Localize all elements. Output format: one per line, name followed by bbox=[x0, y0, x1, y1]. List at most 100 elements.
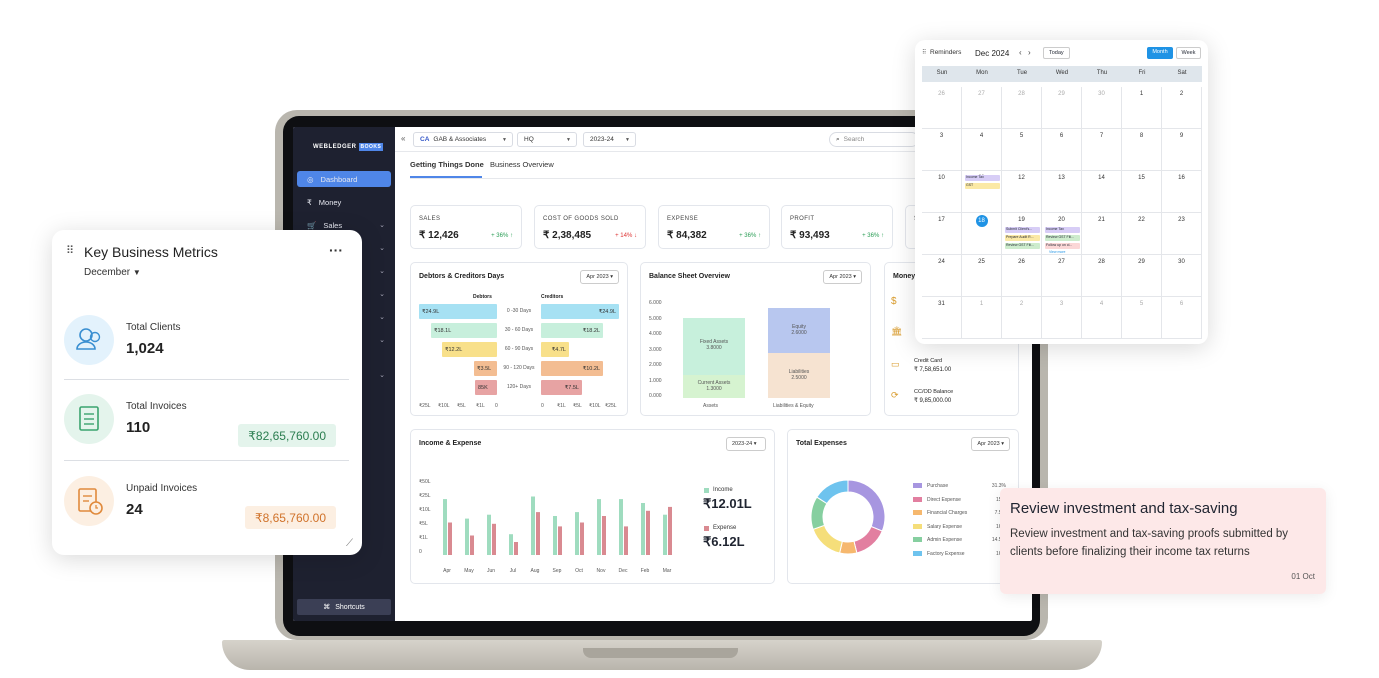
period-select[interactable]: Apr 2023 ▾ bbox=[580, 270, 619, 284]
reminder-card[interactable]: Review investment and tax-saving Review … bbox=[1000, 488, 1326, 594]
calendar-day[interactable]: 2 bbox=[1162, 87, 1202, 129]
calendar-day[interactable]: 25 bbox=[962, 255, 1002, 297]
calendar-day[interactable]: 5 bbox=[1122, 297, 1162, 339]
kpi-card-cogs[interactable]: COST OF GOODS SOLD ₹ 2,38,485 + 14% ↓ bbox=[534, 205, 646, 249]
calendar-day[interactable]: 4 bbox=[962, 129, 1002, 171]
calendar-day[interactable]: 9 bbox=[1162, 129, 1202, 171]
search-input[interactable]: ⌕ Search bbox=[829, 132, 919, 147]
calendar-day[interactable]: 13 bbox=[1042, 171, 1082, 213]
calendar-day[interactable]: 28 bbox=[1002, 87, 1042, 129]
kpi-card-sales[interactable]: SALES ₹ 12,426 + 36% ↑ bbox=[410, 205, 522, 249]
more-icon[interactable]: ··· bbox=[329, 242, 343, 258]
sidebar-item-collapsed[interactable]: ⌄ bbox=[297, 263, 391, 279]
calendar-day[interactable]: 20 bbox=[1042, 213, 1082, 255]
calendar-event[interactable]: Income Tax bbox=[1045, 227, 1080, 233]
calendar-event[interactable]: Income Tax bbox=[965, 175, 1000, 181]
creditors-heading: Creditors bbox=[541, 294, 564, 300]
sidebar-item-label: Sales bbox=[323, 220, 343, 230]
calendar-day[interactable]: 21 bbox=[1082, 213, 1122, 255]
period-select[interactable]: Apr 2023 ▾ bbox=[971, 437, 1010, 451]
calendar-day[interactable]: 6 bbox=[1042, 129, 1082, 171]
calendar-day[interactable]: 30 bbox=[1082, 87, 1122, 129]
income-total: ₹12.01L bbox=[703, 496, 752, 511]
income-bar bbox=[597, 499, 601, 555]
resize-handle-icon[interactable]: ⟋ bbox=[346, 538, 353, 549]
month-select[interactable]: December ▼ bbox=[84, 267, 141, 278]
calendar-day[interactable]: 7 bbox=[1082, 129, 1122, 171]
tab-business-overview[interactable]: Business Overview bbox=[490, 160, 554, 169]
calendar-event[interactable]: Submit Client's... bbox=[1005, 227, 1040, 233]
drag-handle-icon[interactable]: ⠿ bbox=[66, 245, 75, 257]
calendar-day[interactable]: 17 bbox=[922, 213, 962, 255]
calendar-day[interactable]: 26 bbox=[1002, 255, 1042, 297]
year-select[interactable]: 2023-24 ▼ bbox=[583, 132, 636, 147]
calendar-day[interactable]: 5 bbox=[1002, 129, 1042, 171]
calendar-event[interactable]: GST bbox=[965, 183, 1000, 189]
calendar-day[interactable]: 29 bbox=[1042, 87, 1082, 129]
sidebar-item-money[interactable]: ₹ Money bbox=[297, 194, 391, 210]
week-view-button[interactable]: Week bbox=[1176, 47, 1201, 59]
calendar-day[interactable]: 27 bbox=[1042, 255, 1082, 297]
calendar-day[interactable]: 1 bbox=[1122, 87, 1162, 129]
calendar-day[interactable]: 12 bbox=[1002, 171, 1042, 213]
income-legend-label: Income bbox=[713, 487, 733, 493]
calendar-day[interactable]: 31 bbox=[922, 297, 962, 339]
day-number: 21 bbox=[1098, 217, 1105, 223]
sidebar-item-collapsed[interactable]: ⌄ bbox=[297, 286, 391, 302]
shortcuts-button[interactable]: ⌘ Shortcuts bbox=[297, 599, 391, 615]
calendar-day[interactable]: 2 bbox=[1002, 297, 1042, 339]
calendar-day[interactable]: 14 bbox=[1082, 171, 1122, 213]
calendar-day[interactable]: 15 bbox=[1122, 171, 1162, 213]
sidebar-item-collapsed[interactable]: ⌄ bbox=[297, 367, 391, 383]
calendar-day[interactable]: 16 bbox=[1162, 171, 1202, 213]
calendar-event[interactable]: Follow up on cl... bbox=[1045, 243, 1080, 249]
calendar-day[interactable]: 23 bbox=[1162, 213, 1202, 255]
calendar-day[interactable]: 6 bbox=[1162, 297, 1202, 339]
calendar-day[interactable]: 29 bbox=[1122, 255, 1162, 297]
sidebar-item-collapsed[interactable]: ⌄ bbox=[297, 240, 391, 256]
calendar-day[interactable]: 24 bbox=[922, 255, 962, 297]
view-more-link[interactable]: View more bbox=[1049, 250, 1066, 254]
kpi-card-expense[interactable]: EXPENSE ₹ 84,382 + 36% ↑ bbox=[658, 205, 770, 249]
company-select[interactable]: CA GAB & Associates ▼ bbox=[413, 132, 513, 147]
tab-getting-things-done[interactable]: Getting Things Done bbox=[410, 160, 484, 169]
calendar-day[interactable]: 28 bbox=[1082, 255, 1122, 297]
calendar-day[interactable]: 1 bbox=[962, 297, 1002, 339]
metric-unpaid-invoices[interactable]: Unpaid Invoices 24 ₹8,65,760.00 bbox=[64, 470, 348, 550]
metric-total-clients[interactable]: Total Clients 1,024 bbox=[64, 309, 348, 389]
calendar-event[interactable]: Prepare Audit R... bbox=[1005, 235, 1040, 241]
day-number: 4 bbox=[979, 133, 984, 139]
calendar-day[interactable]: 26 bbox=[922, 87, 962, 129]
today-button[interactable]: Today bbox=[1043, 47, 1070, 59]
calendar-day[interactable]: 3 bbox=[1042, 297, 1082, 339]
sidebar-item-collapsed[interactable]: ⌄ bbox=[297, 309, 391, 325]
branch-select[interactable]: HQ ▼ bbox=[517, 132, 577, 147]
calendar-day[interactable]: 22 bbox=[1122, 213, 1162, 255]
kpi-card-profit[interactable]: PROFIT ₹ 93,493 + 36% ↑ bbox=[781, 205, 893, 249]
period-select[interactable]: Apr 2023 ▾ bbox=[823, 270, 862, 284]
calendar-event[interactable]: Review GST Fili... bbox=[1005, 243, 1040, 249]
calendar-day[interactable]: 19 bbox=[1002, 213, 1042, 255]
calendar-day[interactable]: 8 bbox=[1122, 129, 1162, 171]
x-tick-label: Dec bbox=[619, 568, 628, 574]
sidebar-item-dashboard[interactable]: ◎ Dashboard bbox=[297, 171, 391, 187]
calendar-day[interactable]: 4 bbox=[1082, 297, 1122, 339]
calendar-day[interactable]: 27 bbox=[962, 87, 1002, 129]
metric-total-invoices[interactable]: Total Invoices 110 ₹82,65,760.00 bbox=[64, 388, 348, 468]
month-view-button[interactable]: Month bbox=[1147, 47, 1173, 59]
prev-month-icon[interactable]: ‹ bbox=[1019, 48, 1022, 57]
year-select[interactable]: 2023-24 ▾ bbox=[726, 437, 766, 451]
calendar-day[interactable]: 30 bbox=[1162, 255, 1202, 297]
sidebar-item-sales[interactable]: 🛒 Sales ⌄ bbox=[297, 217, 391, 233]
calendar-day[interactable]: 10 bbox=[922, 171, 962, 213]
drag-handle-icon[interactable]: ⠿ bbox=[922, 50, 927, 56]
calendar-day[interactable]: 3 bbox=[922, 129, 962, 171]
chevron-down-icon: ▼ bbox=[625, 136, 630, 143]
axis-tick: 5.000 bbox=[649, 315, 662, 322]
collapse-sidebar-icon[interactable]: « bbox=[401, 134, 406, 143]
next-month-icon[interactable]: › bbox=[1028, 48, 1031, 57]
sidebar-item-collapsed[interactable]: ⌄ bbox=[297, 332, 391, 348]
calendar-day[interactable]: 18 bbox=[962, 213, 1002, 255]
day-number: 16 bbox=[1178, 175, 1185, 181]
calendar-event[interactable]: Review GST Fili... bbox=[1045, 235, 1080, 241]
